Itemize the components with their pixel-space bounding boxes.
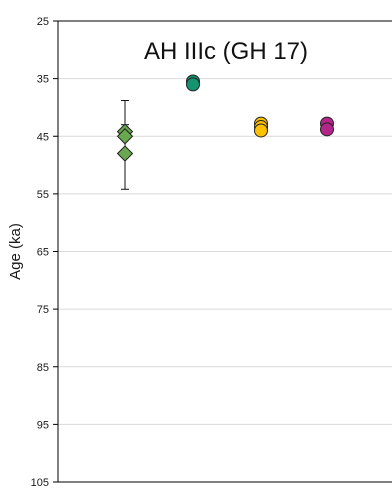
gridlines — [58, 78, 392, 425]
circle-marker — [254, 123, 268, 138]
chart-title: AH IIIc (GH 17) — [144, 38, 308, 65]
y-tick-label: 85 — [37, 362, 49, 374]
y-tick-label: 25 — [37, 16, 49, 28]
error-bars — [121, 100, 129, 190]
y-tick-label: 105 — [31, 477, 49, 489]
diamond-marker — [116, 145, 134, 162]
data-markers — [116, 74, 334, 162]
y-axis-title: Age (ka) — [7, 223, 24, 280]
y-tick-label: 95 — [37, 419, 49, 431]
y-tick-label: 65 — [37, 247, 49, 259]
y-axis-ticks: 25 35 45 55 65 75 85 95 105 — [31, 16, 58, 489]
circle-marker — [320, 122, 334, 137]
y-tick-label: 35 — [37, 74, 49, 86]
diamond-marker — [116, 128, 134, 145]
circle-marker — [186, 77, 200, 92]
y-tick-label: 75 — [37, 304, 49, 316]
y-tick-label: 45 — [37, 131, 49, 143]
y-tick-label: 55 — [37, 189, 49, 201]
